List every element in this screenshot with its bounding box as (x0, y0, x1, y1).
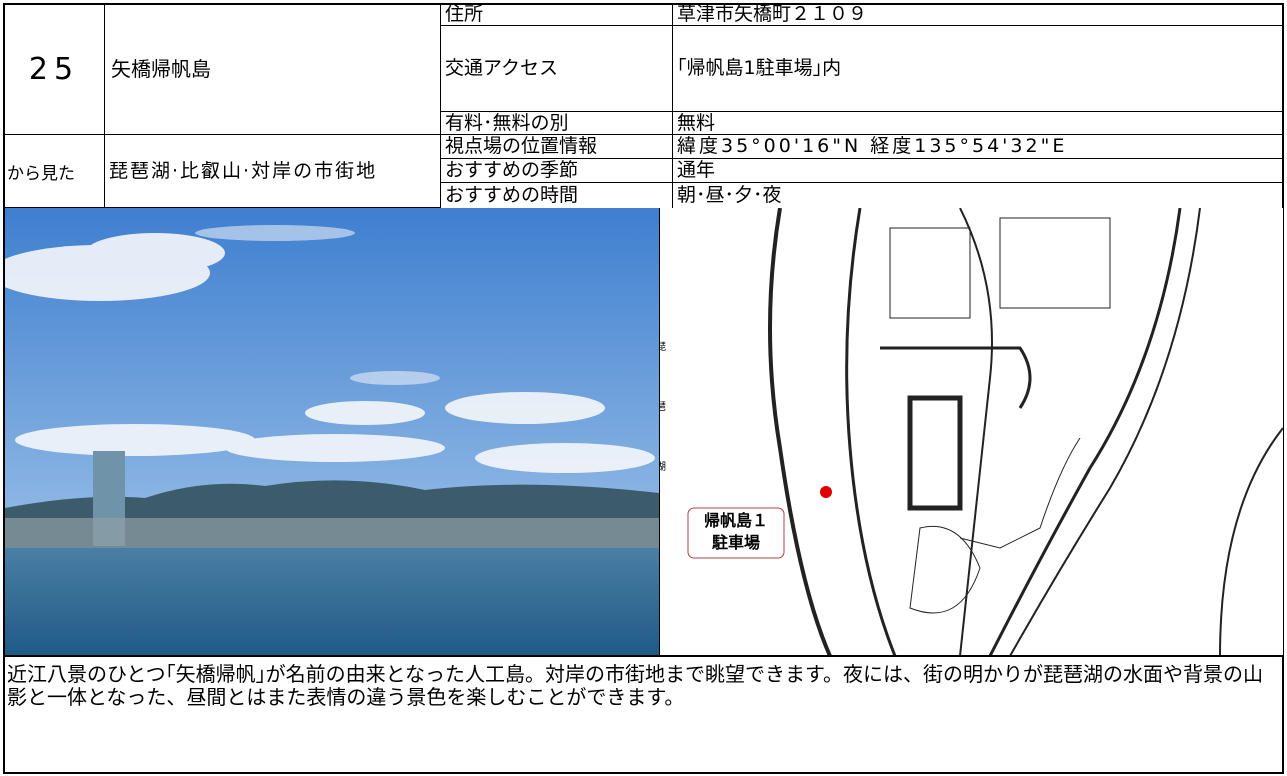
field-label: 視点場の位置情報 (445, 135, 598, 157)
number-cell: 25 (3, 3, 105, 135)
clouds (5, 225, 655, 473)
field-value-cell: ｢帰帆島1駐車場｣内 (672, 25, 1284, 112)
side-char: 湖 (660, 463, 666, 473)
field-value-cell: 草津市矢橋町２１０９ (672, 3, 1284, 26)
field-label-cell: おすすめの時間 (440, 182, 673, 209)
field-value: 草津市矢橋町２１０９ (677, 3, 868, 25)
field-label-cell: おすすめの季節 (440, 158, 673, 183)
field-label: 交通アクセス (445, 57, 559, 79)
field-value-cell: 緯度35°00'16"N 経度135°54'32"E (672, 134, 1284, 159)
spot-number: 25 (28, 51, 80, 87)
side-label: 琵 琶 湖 (660, 343, 666, 473)
name-cell: 矢橋帰帆島 (104, 3, 441, 135)
field-label-cell: 視点場の位置情報 (440, 134, 673, 159)
field-value-cell: 通年 (672, 158, 1284, 183)
field-label: おすすめの時間 (445, 184, 579, 206)
parking-label: 帰帆島１ 駐車場 (688, 510, 784, 554)
map-drawing (687, 208, 1283, 656)
side-char: 琶 (660, 403, 666, 463)
city (5, 518, 659, 550)
map-lines (768, 208, 1283, 656)
parking-marker (820, 486, 832, 498)
field-value: 無料 (677, 111, 716, 134)
photo (5, 208, 659, 656)
field-label-cell: 住所 (440, 3, 673, 26)
spot-name: 矢橋帰帆島 (111, 57, 211, 81)
view-target: 琵琶湖·比叡山·対岸の市街地 (109, 159, 378, 182)
field-value: 通年 (677, 159, 716, 181)
field-value: 朝･昼･夕･夜 (677, 184, 782, 206)
lake (5, 548, 659, 656)
description-cell: 近江八景のひとつ｢矢橋帰帆｣が名前の由来となった人工島。対岸の市街地まで眺望でき… (3, 655, 1284, 774)
field-value: ｢帰帆島1駐車場｣内 (677, 57, 842, 79)
map: 帰帆島１ 駐車場 琵 琶 湖 (659, 208, 1283, 656)
field-label-cell: 交通アクセス (440, 25, 673, 112)
side-char: 琵 (660, 343, 666, 403)
view-from-cell: から見た (3, 134, 105, 208)
label-line: 駐車場 (711, 533, 760, 552)
field-label: おすすめの季節 (445, 159, 579, 181)
view-target-cell: 琵琶湖·比叡山·対岸の市街地 (104, 134, 441, 208)
field-value-cell: 無料 (672, 111, 1284, 135)
label-line: 帰帆島１ (703, 511, 768, 530)
description: 近江八景のひとつ｢矢橋帰帆｣が名前の由来となった人工島。対岸の市街地まで眺望でき… (7, 662, 1263, 709)
field-label: 住所 (445, 3, 484, 25)
view-from: から見た (7, 163, 75, 184)
field-label: 有料･無料の別 (445, 111, 569, 134)
label-box (687, 507, 785, 559)
field-value-cell: 朝･昼･夕･夜 (672, 182, 1284, 209)
sheet (3, 3, 1284, 774)
field-label-cell: 有料･無料の別 (440, 111, 673, 135)
field-value: 緯度35°00'16"N 経度135°54'32"E (677, 135, 1068, 157)
